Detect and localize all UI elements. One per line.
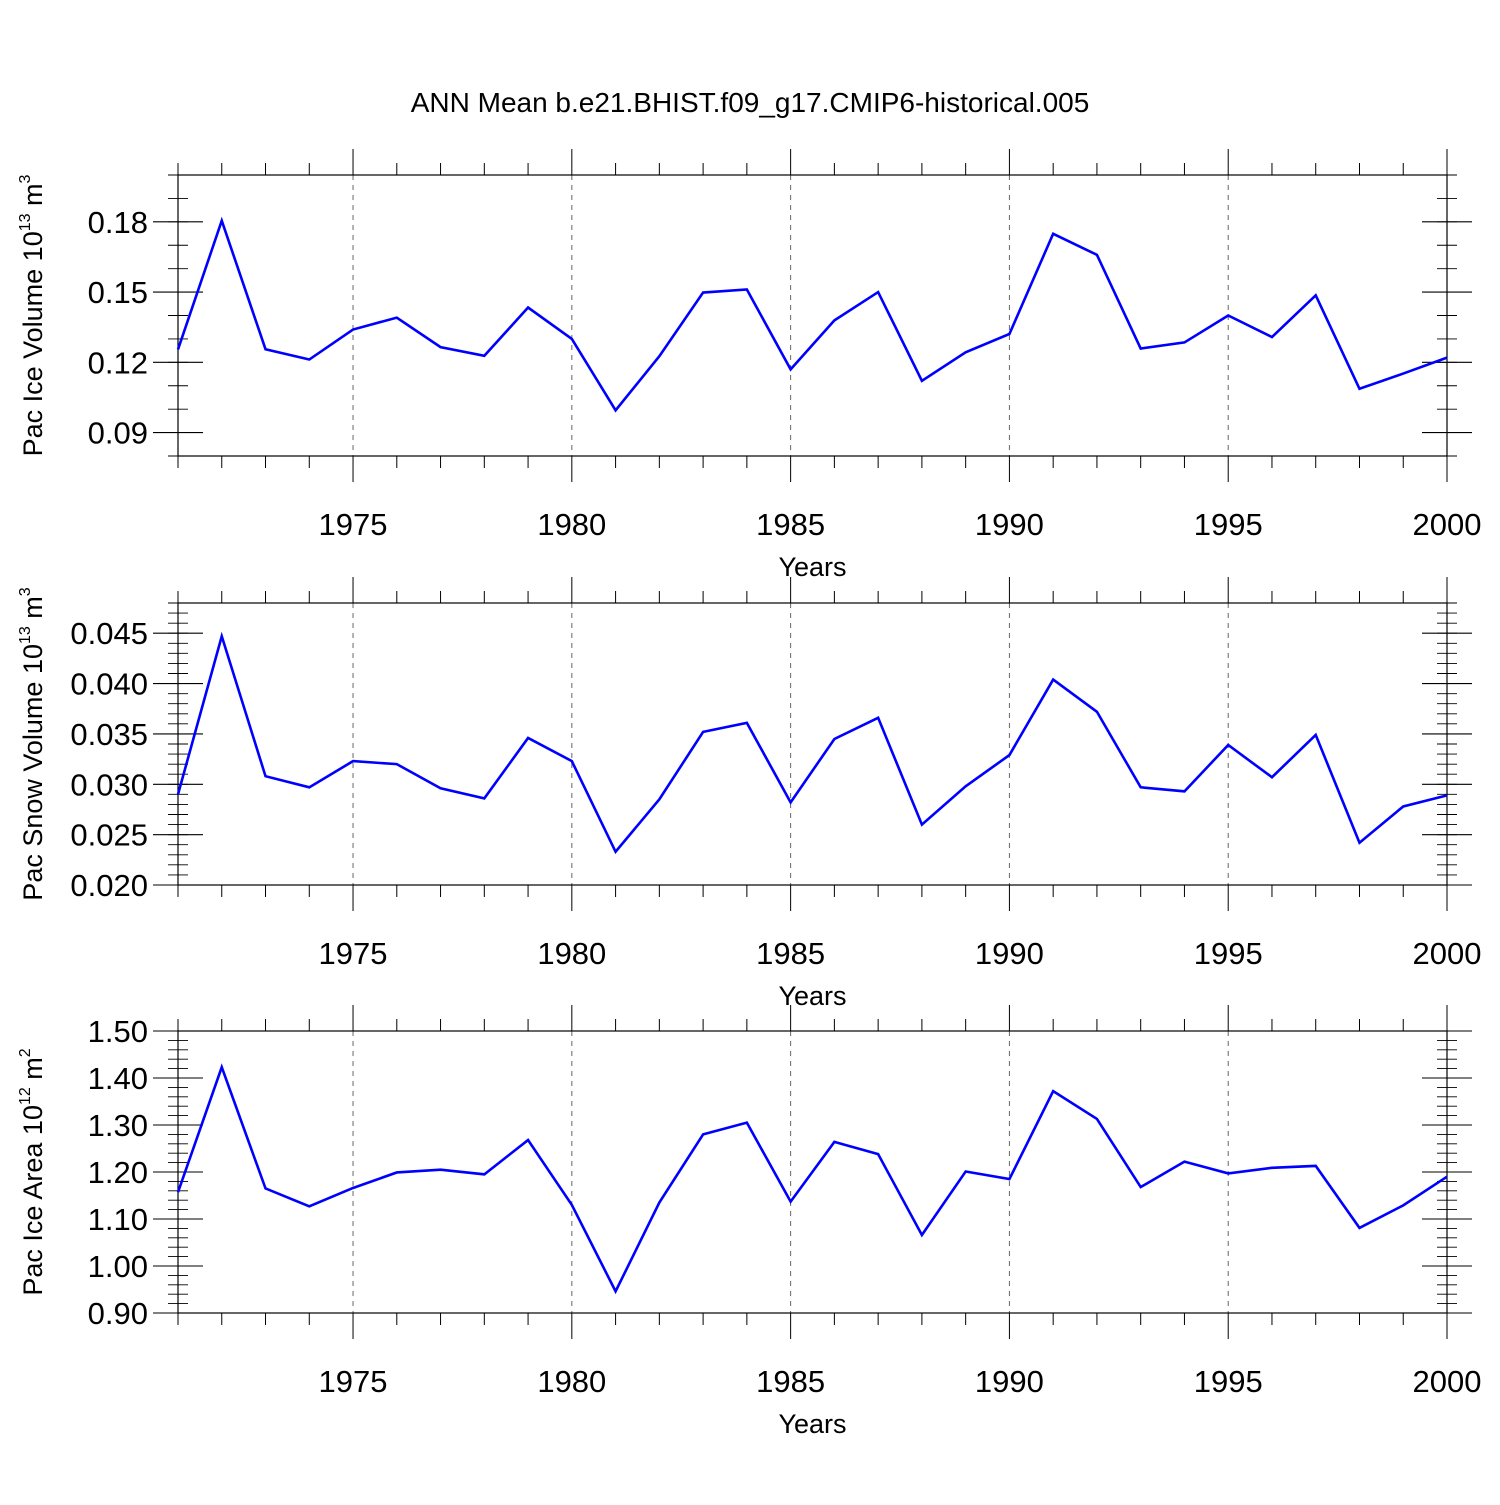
plot-frame bbox=[177, 602, 1448, 886]
y-axis-title-unit-exp: 3 bbox=[17, 174, 34, 183]
x-axis-title: Years bbox=[778, 981, 846, 1011]
x-tick-label: 1980 bbox=[537, 507, 606, 542]
y-tick-label: 0.90 bbox=[88, 1296, 148, 1331]
x-tick-label: 1975 bbox=[319, 936, 388, 971]
y-tick-label: 0.18 bbox=[88, 205, 148, 240]
x-tick-label: 2000 bbox=[1413, 507, 1482, 542]
y-axis-title: Pac Ice Area 1012 m2 bbox=[17, 1048, 48, 1295]
x-tick-label: 1985 bbox=[756, 936, 825, 971]
y-axis-title: Pac Snow Volume 1013 m3 bbox=[17, 587, 48, 900]
y-tick-label: 0.12 bbox=[88, 345, 148, 380]
y-tick-label: 0.15 bbox=[88, 275, 148, 310]
y-axis-title-exp: 13 bbox=[17, 213, 34, 231]
x-tick-label: 1980 bbox=[537, 936, 606, 971]
y-tick-label: 1.30 bbox=[88, 1108, 148, 1143]
y-axis-title-exp: 12 bbox=[17, 1087, 34, 1105]
y-axis-title-unit-exp: 2 bbox=[17, 1048, 34, 1057]
y-axis-title-exp: 13 bbox=[17, 626, 34, 644]
plot-frame bbox=[177, 174, 1448, 457]
y-tick-label: 0.020 bbox=[70, 868, 148, 903]
y-tick-label: 1.10 bbox=[88, 1202, 148, 1237]
series-line bbox=[176, 631, 1448, 855]
x-tick-label: 1990 bbox=[975, 507, 1044, 542]
x-tick-label: 1985 bbox=[756, 1364, 825, 1399]
x-tick-label: 1995 bbox=[1194, 507, 1263, 542]
x-axis-title: Years bbox=[778, 1409, 846, 1439]
y-axis-title-unit: m bbox=[18, 596, 48, 626]
y-axis-title-main: Pac Snow Volume 10 bbox=[18, 644, 48, 901]
x-tick-label: 1990 bbox=[975, 936, 1044, 971]
y-tick-label: 1.50 bbox=[88, 1014, 148, 1049]
y-axis-title-unit: m bbox=[18, 183, 48, 213]
x-tick-label: 1975 bbox=[319, 507, 388, 542]
x-tick-label: 2000 bbox=[1413, 1364, 1482, 1399]
x-tick-label: 1990 bbox=[975, 1364, 1044, 1399]
x-axis-title: Years bbox=[778, 552, 846, 582]
y-tick-label: 0.030 bbox=[70, 767, 148, 802]
x-tick-label: 1975 bbox=[319, 1364, 388, 1399]
y-tick-label: 0.09 bbox=[88, 416, 148, 451]
x-tick-label: 1995 bbox=[1194, 936, 1263, 971]
y-tick-label: 1.00 bbox=[88, 1249, 148, 1284]
x-tick-label: 1985 bbox=[756, 507, 825, 542]
series-line bbox=[176, 216, 1448, 413]
y-tick-label: 1.40 bbox=[88, 1061, 148, 1096]
panel-1: 0.09 0.12 0.15 0.18 1975 1980 1985 1990 1995 2000… bbox=[17, 149, 1481, 582]
y-tick-label: 0.040 bbox=[70, 667, 148, 702]
x-tick-label: 1995 bbox=[1194, 1364, 1263, 1399]
chart-title: ANN Mean b.e21.BHIST.f09_g17.CMIP6-histo… bbox=[411, 87, 1090, 118]
panel-3: 0.90 1.00 1.10 1.20 1.30 1.40 1.50 1975 1980 1985… bbox=[17, 1005, 1481, 1439]
y-axis-title-unit: m bbox=[18, 1057, 48, 1087]
series-line bbox=[176, 1063, 1448, 1295]
y-axis-title-main: Pac Ice Volume 10 bbox=[18, 231, 48, 456]
y-axis-title-main: Pac Ice Area 10 bbox=[18, 1105, 48, 1296]
y-tick-label: 0.025 bbox=[70, 818, 148, 853]
y-tick-label: 0.035 bbox=[70, 717, 148, 752]
panel-2: 0.020 0.025 0.030 0.035 0.040 0.045 1975 1980 19… bbox=[17, 577, 1481, 1011]
y-tick-label: 0.045 bbox=[70, 616, 148, 651]
y-axis-title-unit-exp: 3 bbox=[17, 587, 34, 596]
x-tick-label: 2000 bbox=[1413, 936, 1482, 971]
y-tick-label: 1.20 bbox=[88, 1155, 148, 1190]
x-tick-label: 1980 bbox=[537, 1364, 606, 1399]
y-axis-title: Pac Ice Volume 1013 m3 bbox=[17, 174, 48, 456]
